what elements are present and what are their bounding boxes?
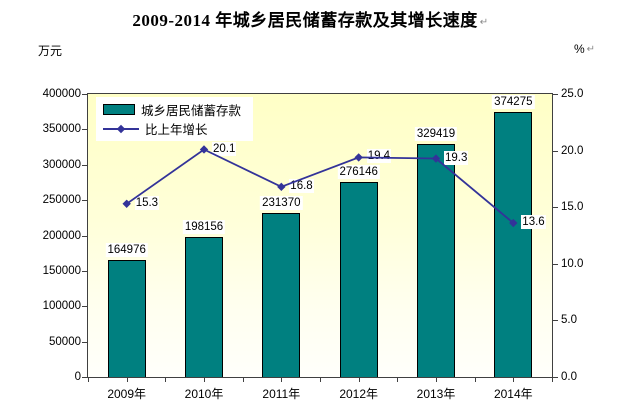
legend-label-bar-series: 城乡居民储蓄存款 [141,104,242,118]
x-axis-tick [552,378,553,382]
right-axis-tick-label-10.0: 10.0 [561,257,584,270]
right-axis-tick-label-0.0: 0.0 [561,371,577,383]
paragraph-return-mark: ↵ [586,44,596,56]
line-value-label-2014年: 13.6 [521,215,546,229]
right-axis-tick-label-25.0: 25.0 [561,88,584,100]
x-axis-tick [126,378,128,382]
bars-layer [88,94,552,377]
right-axis-unit-text: % [574,42,585,56]
line-value-label-2012年: 19.4 [366,149,392,164]
x-axis-tick [204,378,205,382]
bar-2010年 [185,236,223,377]
bar-value-label-2010年: 198156 [182,219,226,234]
right-axis-unit-label: % ↵ [574,42,595,56]
diamond-marker-2013年 [431,154,441,163]
left-axis-tick [82,200,87,202]
left-axis-tick [82,94,87,95]
diamond-marker-2009年 [122,199,131,209]
left-axis-tick [82,270,87,272]
x-axis-category-label-2010年: 2010年 [184,387,224,401]
plot-area: 164976 198156 231370 276146 329419 374275 15.3… [87,93,553,378]
legend-item-bar-series: 城乡居民储蓄存款 [103,100,241,119]
left-axis-tick [82,164,87,166]
paragraph-return-mark: ↵ [479,16,489,28]
left-axis-tick-label-50000: 50000 [49,335,81,348]
bar-2012年 [339,181,378,377]
x-axis-tick [358,378,360,382]
left-axis-tick [82,306,87,308]
growth-line [126,148,514,224]
x-axis-tick [320,378,321,382]
right-axis-tick-label-15.0: 15.0 [561,201,584,214]
left-axis-tick [82,129,87,131]
right-axis-tick-label-20.0: 20.0 [561,144,584,157]
x-axis-tick [513,378,515,382]
left-axis-tick-label-100000: 100000 [42,300,81,313]
bar-series-swatch-icon [103,104,135,115]
x-axis-tick [474,378,476,382]
left-axis-tick-label-400000: 400000 [42,88,81,100]
x-axis-category-label-2014年: 2014年 [493,387,533,401]
left-axis-tick-label-300000: 300000 [42,158,81,171]
bar-2014年 [494,112,533,377]
bar-2011年 [262,213,301,377]
line-series-layer [122,145,518,228]
line-value-label-2013年: 19.3 [444,150,469,165]
diamond-marker-2012年 [354,153,363,162]
x-axis-category-label-2009年: 2009年 [107,387,147,401]
diamond-marker-2010年 [199,145,209,154]
bar-value-label-2014年: 374275 [492,95,535,110]
diamond-marker-2011年 [277,182,286,192]
bar-2013年 [417,143,455,377]
left-axis-tick-label-200000: 200000 [42,229,81,242]
left-axis-tick [82,235,87,237]
chart-title: 2009-2014 年城乡居民储蓄存款及其增长速度 ↵ [0,6,621,31]
right-axis-tick [553,377,558,378]
x-axis-tick [436,378,437,382]
x-axis-tick [242,378,244,382]
data-labels-layer: 164976 198156 231370 276146 329419 374275 15.3… [88,94,552,377]
x-axis-tick [165,378,167,382]
bar-value-label-2012年: 276146 [337,164,380,179]
x-axis-category-label-2013年: 2013年 [416,387,456,401]
right-axis-tick [553,150,558,152]
left-axis-tick-label-0: 0 [74,371,81,383]
x-axis-category-label-2011年: 2011年 [262,387,301,401]
chart-title-text: 2009-2014 年城乡居民储蓄存款及其增长速度 [132,11,478,30]
left-axis-tick-label-350000: 350000 [42,123,81,136]
line-series-sample-icon [103,124,139,134]
line-value-label-2009年: 15.3 [134,195,160,210]
left-axis-unit-label: 万元 [38,44,63,58]
left-axis-tick [82,377,87,378]
right-axis-tick [553,94,558,95]
right-axis-tick-label-5.0: 5.0 [561,314,577,327]
bar-value-label-2011年: 231370 [260,196,303,211]
bar-value-label-2009年: 164976 [105,243,148,258]
bar-value-label-2013年: 329419 [414,126,458,141]
left-axis-tick [82,341,87,343]
legend-item-line-series: 比上年增长 [103,119,241,138]
x-axis-tick [281,378,283,382]
left-axis-tick-label-150000: 150000 [42,264,81,277]
right-axis-tick [553,320,558,322]
x-axis-category-label-2012年: 2012年 [339,387,379,401]
legend: 城乡居民储蓄存款 比上年增长 [96,97,254,141]
x-axis-tick [88,378,89,382]
x-axis-tick [397,378,399,382]
right-axis-tick [553,263,558,265]
right-axis-tick [553,207,558,209]
bar-2009年 [107,260,146,377]
left-axis-tick-label-250000: 250000 [42,194,81,207]
legend-label-line-series: 比上年增长 [145,123,208,137]
line-value-label-2010年: 20.1 [212,141,237,156]
